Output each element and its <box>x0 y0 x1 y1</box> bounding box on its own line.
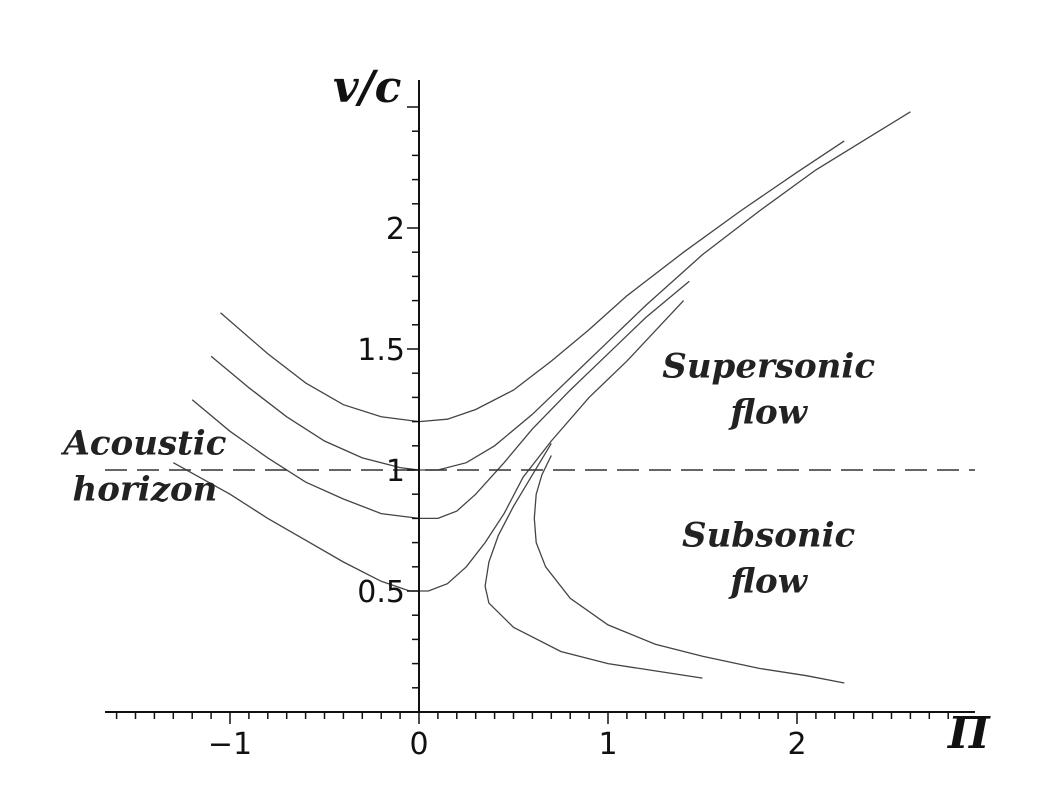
axis-ticks <box>115 106 949 724</box>
x-tick-label: 0 <box>409 727 428 762</box>
x-axis-label: Π <box>946 708 991 759</box>
annotations: Acoustic horizon Supersonic flow Subsonic flo… <box>60 346 875 601</box>
tick-labels: −1 0 1 2 0.5 1 1.5 2 <box>208 212 807 762</box>
series-curve <box>172 300 685 592</box>
y-tick-label: 1.5 <box>357 333 405 368</box>
annotation-label: Acoustic horizon <box>60 424 226 510</box>
y-axis-label: v/c <box>333 62 402 113</box>
y-tick-label: 2 <box>386 212 405 247</box>
series-curve <box>210 111 911 471</box>
annotation-label: Subsonic flow <box>682 516 856 602</box>
x-tick-label: 1 <box>598 727 617 762</box>
series-curve <box>220 140 845 423</box>
x-tick-label: 2 <box>787 727 806 762</box>
series-curve <box>484 443 703 679</box>
y-tick-label: 1 <box>386 454 405 489</box>
annotation-label: Supersonic flow <box>662 346 875 432</box>
series-curve <box>191 280 690 520</box>
x-tick-label: −1 <box>208 727 252 762</box>
y-tick-label: 0.5 <box>357 575 405 610</box>
series-curve <box>533 455 845 684</box>
